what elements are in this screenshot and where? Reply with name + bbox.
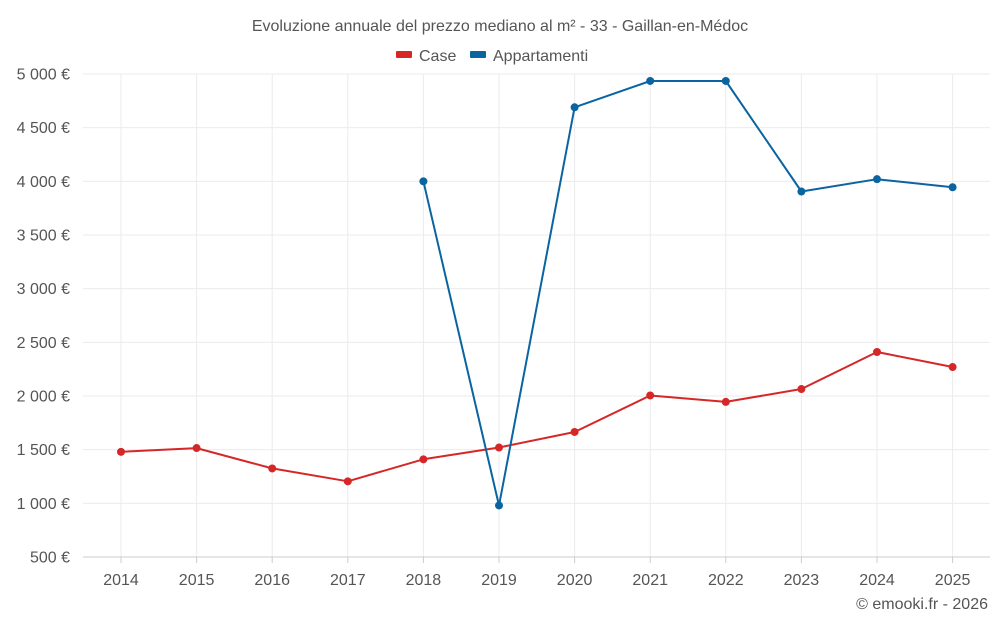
series-line-case (120, 351, 953, 483)
x-tick-label-2015: 2015 (179, 572, 215, 589)
data-point-appartamenti-2020[interactable] (570, 103, 579, 112)
data-point-case-2023[interactable] (797, 385, 806, 394)
x-axis: 2014 2015 2016 2017 2018 2019 2020 2021 2022 2023… (83, 556, 990, 589)
data-point-appartamenti-2018[interactable] (419, 177, 428, 186)
data-point-appartamenti-2022[interactable] (721, 76, 730, 85)
data-point-case-2024[interactable] (873, 347, 881, 356)
x-tick-label-2017: 2017 (330, 572, 366, 589)
x-tick-label-2018: 2018 (406, 572, 442, 589)
y-tick-label-500: 500 € (30, 550, 70, 567)
data-point-case-2014[interactable] (117, 447, 125, 456)
series-layer (117, 76, 957, 510)
data-point-case-2025[interactable] (948, 363, 957, 372)
legend: Case Appartamenti (396, 48, 588, 65)
legend-swatch-appartamenti (470, 51, 486, 58)
x-tick-label-2021: 2021 (632, 572, 668, 589)
chart-title: Evoluzione annuale del prezzo mediano al… (252, 18, 748, 35)
x-tick-label-2016: 2016 (254, 572, 290, 589)
data-point-case-2022[interactable] (721, 397, 730, 406)
y-tick-label-1500: 1 500 € (17, 442, 70, 459)
y-tick-label-4000: 4 000 € (17, 174, 70, 191)
data-point-case-2020[interactable] (570, 427, 579, 436)
y-tick-label-2500: 2 500 € (17, 335, 70, 352)
y-axis: 500 € 1 000 € 1 500 € 2 000 € 2 500 € 3 000 €… (17, 67, 70, 567)
data-point-case-2015[interactable] (192, 444, 201, 453)
legend-swatch-case (396, 51, 412, 58)
x-tick-label-2023: 2023 (784, 572, 820, 589)
x-tick-label-2024: 2024 (859, 572, 895, 589)
legend-label-case[interactable]: Case (419, 48, 456, 65)
x-tick-label-2020: 2020 (557, 572, 593, 589)
y-tick-label-1000: 1 000 € (17, 496, 70, 513)
x-tick-label-2022: 2022 (708, 572, 744, 589)
data-point-case-2019[interactable] (495, 443, 503, 452)
data-point-appartamenti-2024[interactable] (873, 175, 881, 184)
data-point-case-2017[interactable] (343, 477, 352, 486)
y-tick-label-4500: 4 500 € (17, 120, 70, 137)
y-tick-label-2000: 2 000 € (17, 389, 70, 406)
x-tick-label-2014: 2014 (103, 572, 139, 589)
data-point-case-2016[interactable] (268, 464, 277, 473)
data-point-appartamenti-2025[interactable] (948, 183, 957, 192)
y-tick-label-3000: 3 000 € (17, 281, 70, 298)
data-point-appartamenti-2021[interactable] (646, 76, 655, 85)
data-point-case-2021[interactable] (646, 391, 655, 400)
data-point-appartamenti-2019[interactable] (495, 501, 503, 510)
x-tick-label-2025: 2025 (935, 572, 971, 589)
y-tick-label-5000: 5 000 € (17, 67, 70, 84)
x-tick-label-2019: 2019 (481, 572, 517, 589)
credit-text: © emooki.fr - 2026 (856, 596, 988, 613)
data-point-appartamenti-2023[interactable] (797, 187, 806, 196)
y-tick-label-3500: 3 500 € (17, 228, 70, 245)
series-line-appartamenti (422, 80, 953, 507)
legend-label-appartamenti[interactable]: Appartamenti (493, 48, 588, 65)
grid (83, 73, 990, 557)
data-point-case-2018[interactable] (419, 455, 428, 464)
